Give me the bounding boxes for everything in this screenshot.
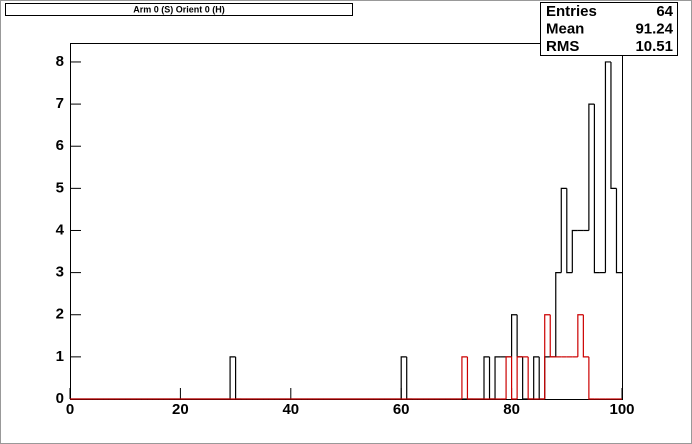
y-tick-label: 3	[56, 264, 64, 281]
histogram-bin	[522, 356, 529, 400]
stats-value: 91.24	[635, 20, 673, 37]
histogram-bin	[610, 61, 617, 189]
histogram-bin	[588, 356, 595, 400]
stats-value: 10.51	[635, 38, 673, 55]
histogram-bin	[560, 187, 567, 273]
stats-label: Entries	[546, 3, 597, 20]
histogram-bin	[544, 314, 551, 399]
x-tick-label: 60	[393, 401, 410, 418]
histogram-bin	[533, 356, 540, 399]
y-tick-label: 6	[56, 137, 64, 154]
chart-title: Arm 0 (S) Orient 0 (H)	[133, 4, 225, 14]
stats-label: RMS	[546, 38, 579, 55]
histogram-bin	[571, 229, 578, 273]
histogram-bin	[511, 314, 518, 357]
y-tick-label: 8	[56, 53, 64, 70]
histogram-bin	[229, 356, 236, 399]
stats-box	[540, 2, 678, 56]
histogram-bin	[483, 356, 490, 399]
histogram-bin	[566, 188, 573, 274]
y-tick-label: 7	[56, 95, 64, 112]
histogram-bin	[505, 356, 512, 399]
x-tick-label: 20	[172, 401, 189, 418]
y-tick-label: 1	[56, 348, 64, 365]
y-tick-label: 2	[56, 306, 64, 323]
x-tick-label: 0	[66, 401, 74, 418]
x-tick-label: 80	[503, 401, 520, 418]
histogram-bin	[593, 104, 600, 274]
histogram-bin	[494, 356, 501, 399]
histogram-bin	[604, 61, 611, 273]
histogram-bin	[582, 314, 589, 358]
histogram-bin	[615, 188, 622, 274]
x-tick-label: 100	[609, 401, 634, 418]
histogram-bin	[400, 356, 407, 399]
histogram-bin	[466, 356, 473, 400]
histogram-bin	[527, 356, 534, 400]
title-box	[5, 3, 353, 16]
stats-value: 64	[656, 3, 673, 20]
histogram-bin	[511, 356, 518, 400]
stats-label: Mean	[546, 20, 584, 37]
histogram-bin	[555, 272, 562, 357]
histogram-bin	[577, 314, 584, 357]
y-tick-label: 4	[56, 221, 65, 238]
y-tick-label: 0	[56, 390, 64, 407]
y-tick-label: 5	[56, 179, 64, 196]
histogram-bin	[588, 103, 595, 231]
histogram-bin	[516, 356, 523, 399]
x-tick-label: 40	[282, 401, 299, 418]
histogram-bin	[461, 356, 468, 399]
histogram-bin	[549, 314, 556, 358]
